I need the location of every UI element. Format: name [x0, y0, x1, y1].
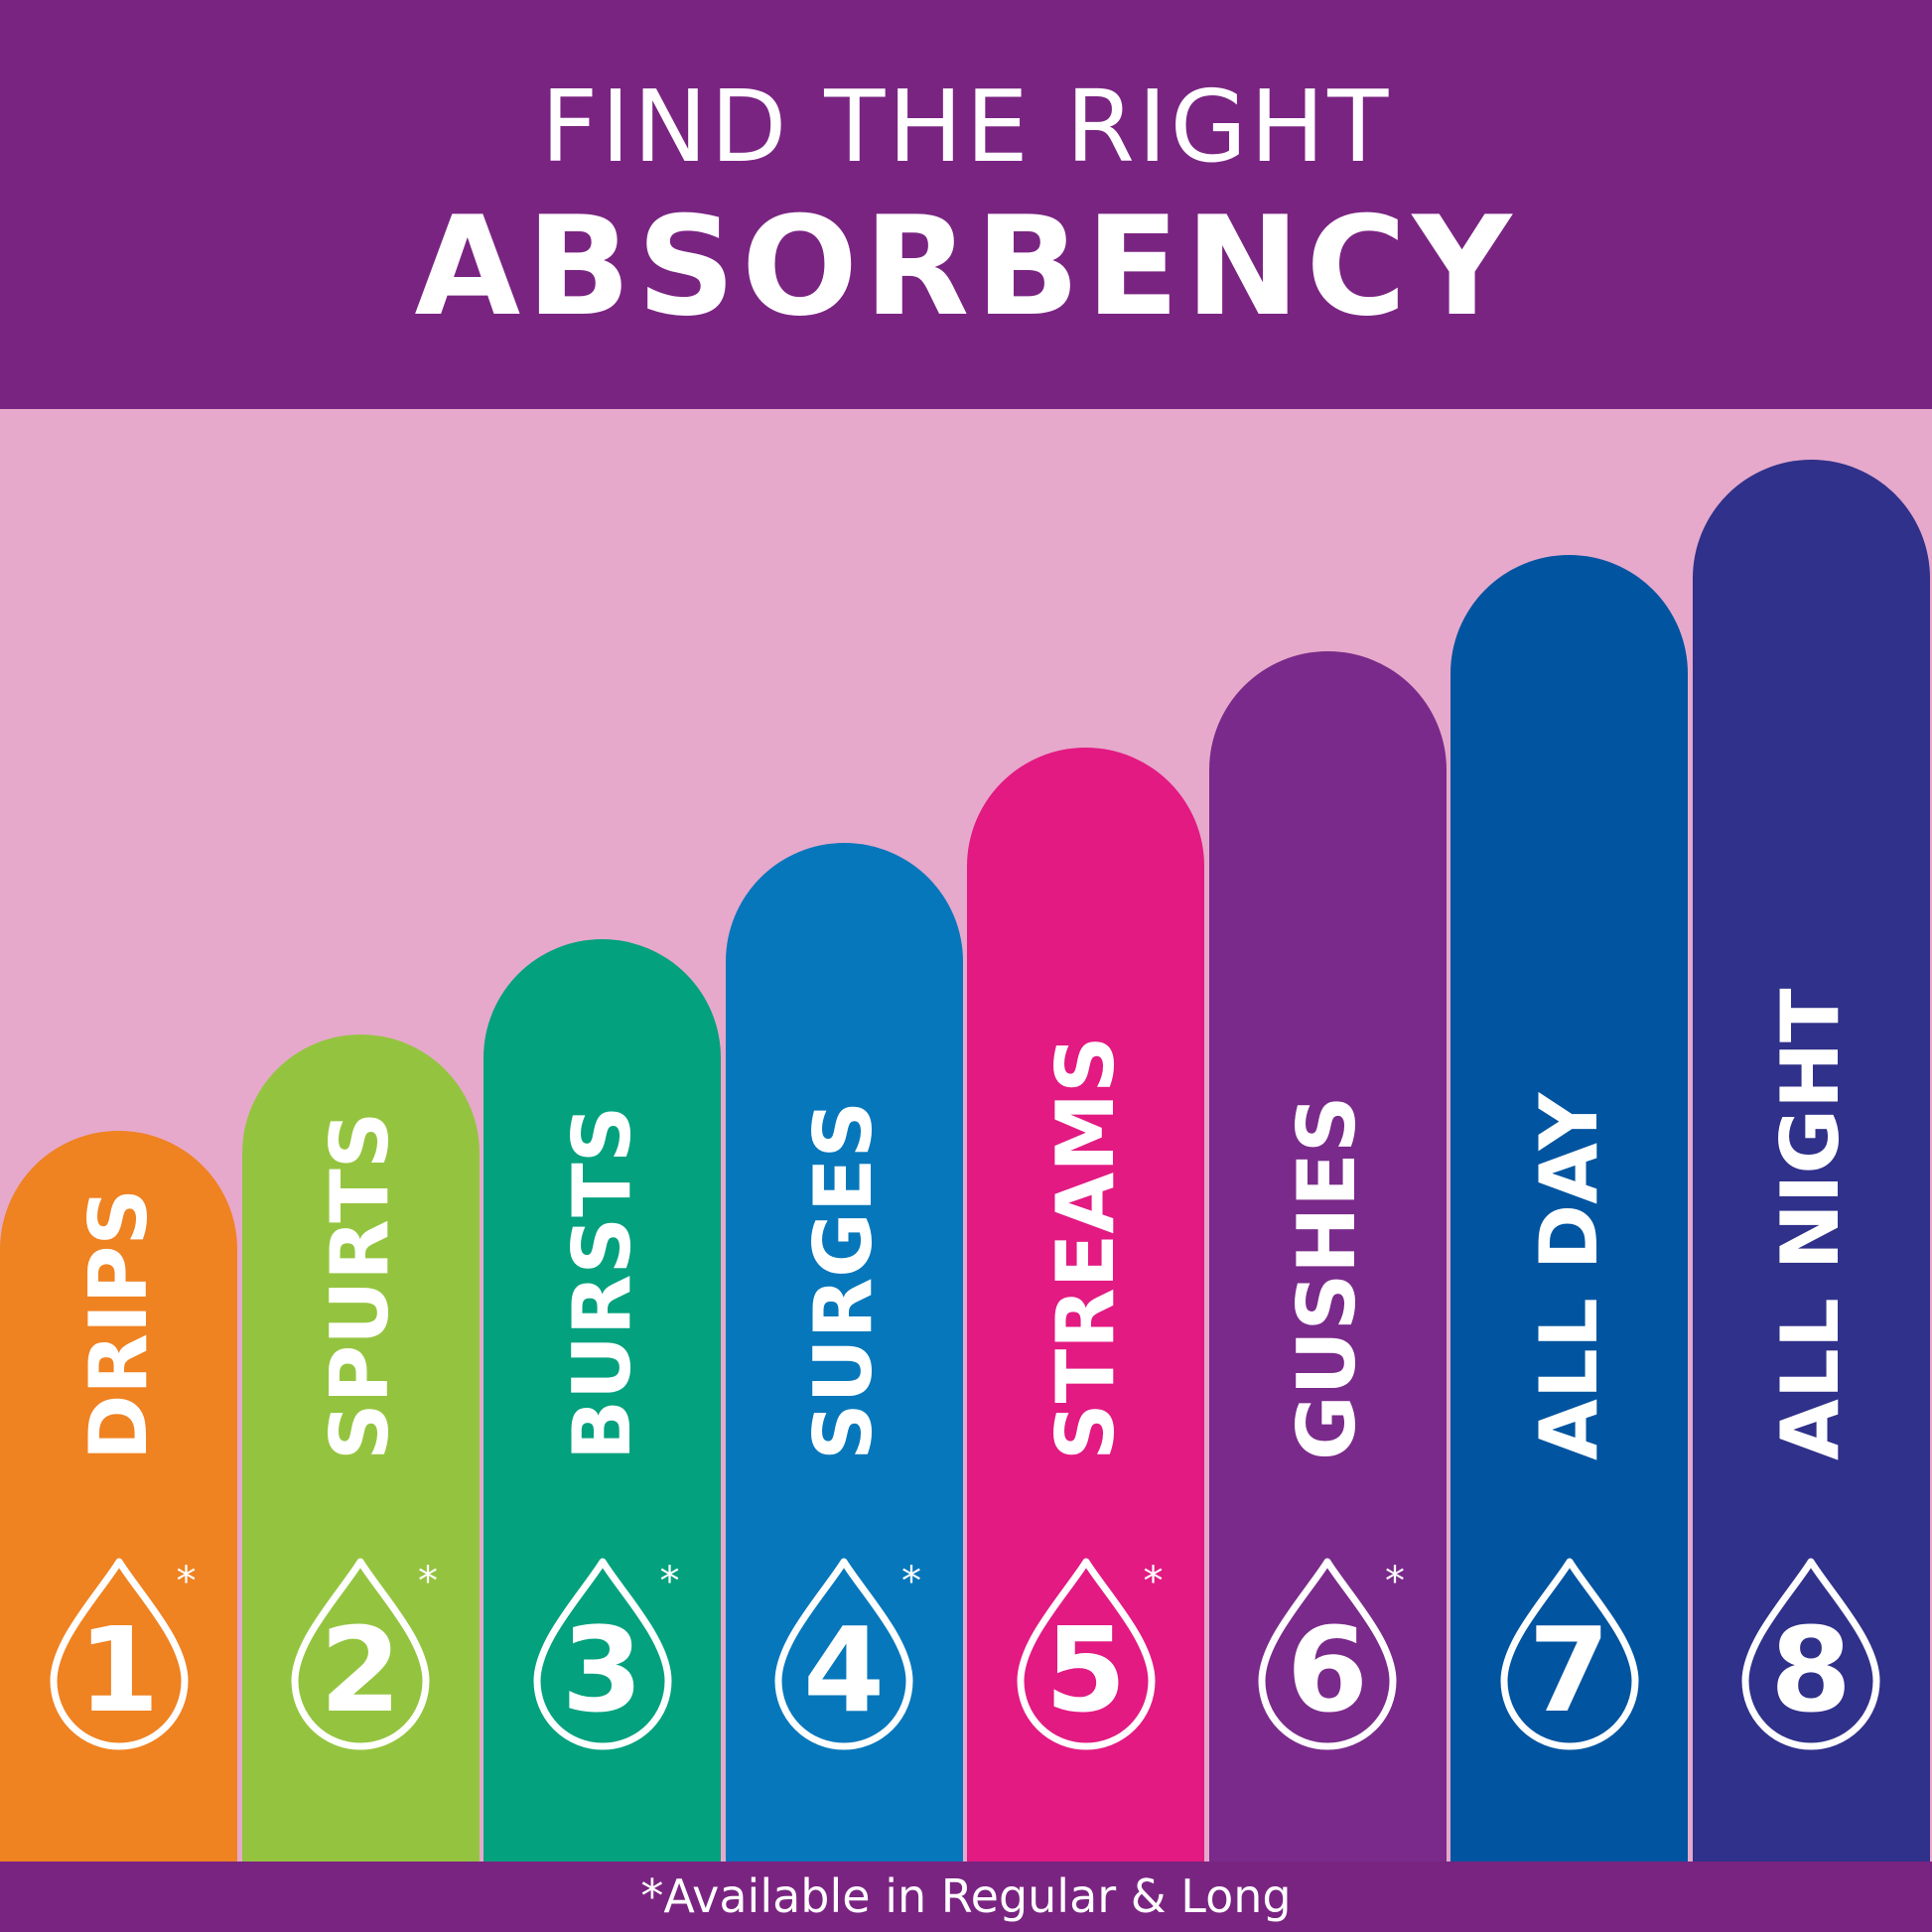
- drop-badge: 3 *: [523, 1554, 682, 1752]
- absorbency-number: 5: [1044, 1601, 1127, 1738]
- column-bursts: BURSTS 3 *: [483, 938, 721, 1862]
- column-spurts: SPURTS 2 *: [241, 1035, 480, 1862]
- drop-badge: 5 *: [1007, 1554, 1166, 1752]
- drop-icon: [533, 1558, 671, 1750]
- absorbency-number: 8: [1769, 1601, 1853, 1738]
- drop-badge: 2 *: [281, 1554, 440, 1752]
- column-label: GUSHES: [1281, 1095, 1373, 1460]
- asterisk: *: [659, 1559, 680, 1604]
- asterisk: *: [176, 1559, 197, 1604]
- column-label: ALL NIGHT: [1764, 988, 1857, 1460]
- title-line-2: ABSORBENCY: [414, 187, 1518, 346]
- absorbency-number: 2: [319, 1601, 402, 1738]
- drop-badge: 7: [1490, 1554, 1649, 1752]
- absorbency-number: 6: [1286, 1601, 1369, 1738]
- footer-note: *Available in Regular & Long: [0, 1862, 1932, 1932]
- column-label: SPURTS: [314, 1111, 406, 1460]
- column-streams: STREAMS 5 *: [967, 747, 1204, 1862]
- drop-badge: 4 *: [764, 1554, 923, 1752]
- asterisk: *: [1385, 1559, 1405, 1604]
- drop-badge: 6 *: [1248, 1554, 1407, 1752]
- drop-badge: 8: [1731, 1554, 1890, 1752]
- drop-icon: [1258, 1558, 1397, 1750]
- column-label: DRIPS: [71, 1187, 165, 1460]
- absorbency-number: 7: [1528, 1601, 1610, 1738]
- column-label: SURGES: [797, 1100, 890, 1460]
- column-surges: SURGES 4 *: [725, 843, 963, 1862]
- column-drips: DRIPS 1 *: [0, 1131, 237, 1862]
- drop-icon: [1500, 1558, 1638, 1750]
- header-banner: FIND THE RIGHT ABSORBENCY: [0, 0, 1932, 409]
- column-label: ALL DAY: [1522, 1092, 1615, 1460]
- column-all-night: ALL NIGHT 8: [1692, 459, 1930, 1862]
- absorbency-number: 3: [561, 1601, 643, 1738]
- drop-icon: [50, 1558, 188, 1750]
- column-label: BURSTS: [555, 1105, 648, 1460]
- drop-icon: [1741, 1558, 1880, 1750]
- drop-icon: [774, 1558, 913, 1750]
- title-line-1: FIND THE RIGHT: [540, 69, 1392, 185]
- drop-icon: [291, 1558, 430, 1750]
- asterisk: *: [1143, 1559, 1164, 1604]
- asterisk: *: [901, 1559, 921, 1604]
- drop-badge: 1 *: [40, 1554, 199, 1752]
- asterisk: *: [418, 1559, 438, 1604]
- absorbency-number: 4: [802, 1601, 886, 1738]
- absorbency-number: 1: [77, 1601, 160, 1738]
- column-label: STREAMS: [1038, 1035, 1132, 1460]
- column-gushes: GUSHES 6 *: [1208, 651, 1447, 1862]
- drop-icon: [1017, 1558, 1155, 1750]
- column-all-day: ALL DAY 7: [1450, 555, 1688, 1862]
